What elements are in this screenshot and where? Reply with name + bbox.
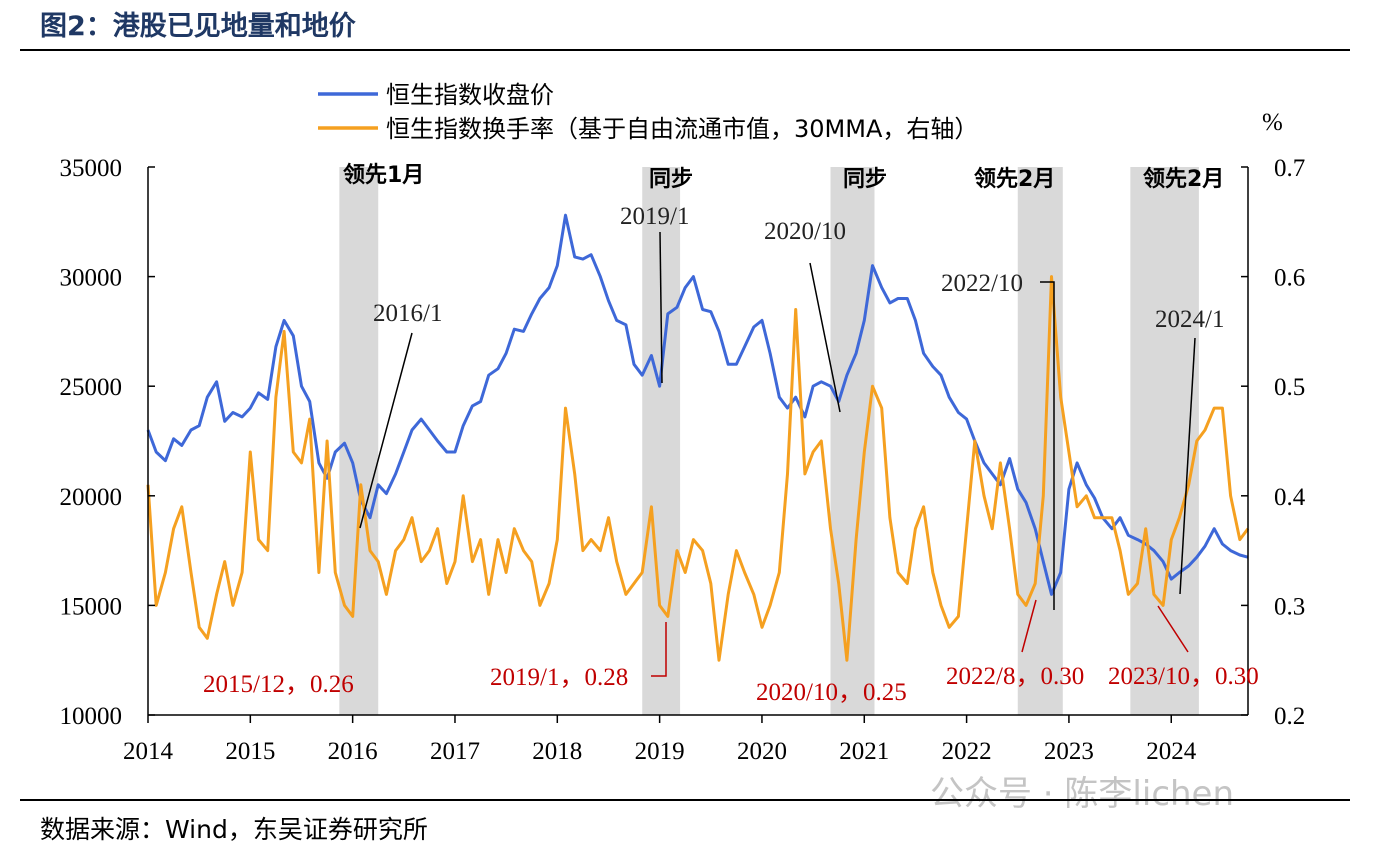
series-line-turnover (146, 275, 1250, 662)
top-rule (20, 49, 1350, 51)
left-tick-label: 25000 (60, 374, 123, 401)
bottom-rule (20, 799, 1350, 801)
shade-label-2: 同步 (649, 166, 693, 192)
x-tick-label: 2019 (635, 738, 685, 765)
x-tick-label: 2017 (430, 738, 480, 765)
annotation-2024-1: 2024/1 (1155, 306, 1224, 333)
legend: 恒生指数收盘价 恒生指数换手率（基于自由流通市值，30MMA，右轴） (318, 81, 978, 143)
annotation-2022-8-turnover: 2022/8，0.30 (946, 663, 1084, 690)
shaded-period-5 (1130, 167, 1199, 715)
index-annotations: 2016/1 2019/1 2020/10 2022/10 2024/1 (359, 203, 1224, 610)
leader-2016-1 (359, 332, 413, 529)
annotation-2016-1: 2016/1 (373, 300, 442, 327)
right-tick-label: 0.3 (1274, 593, 1305, 620)
shaded-period-2 (642, 167, 681, 715)
left-tick-label: 20000 (60, 484, 123, 511)
x-tick-label: 2020 (737, 738, 787, 765)
x-tick-label: 2022 (942, 738, 992, 765)
axes (147, 167, 1249, 716)
leader-2022-8-turnover (1021, 599, 1037, 653)
annotation-2020-10-turnover: 2020/10，0.25 (756, 679, 907, 706)
shade-label-1: 领先1月 (343, 162, 424, 188)
leader-2019-1-turnover (651, 622, 667, 677)
annotation-2023-10-turnover: 2023/10，0.30 (1108, 663, 1259, 690)
shade-label-3: 同步 (843, 166, 887, 192)
right-tick-label: 0.7 (1274, 155, 1305, 182)
series-line-hsi (146, 213, 1249, 596)
x-tick-label: 2024 (1146, 738, 1197, 765)
x-tick-label: 2015 (225, 738, 275, 765)
right-tick-label: 0.5 (1274, 374, 1305, 401)
series-lines (146, 213, 1250, 662)
leader-2023-10-turnover (1157, 605, 1189, 653)
annotation-2022-10: 2022/10 (941, 270, 1023, 297)
legend-label-turnover: 恒生指数换手率（基于自由流通市值，30MMA，右轴） (386, 115, 978, 143)
shaded-period-4 (1017, 167, 1063, 715)
figure-title: 图2：港股已见地量和地价 (40, 11, 356, 42)
watermark: 公众号 · 陈李lichen (930, 774, 1235, 814)
leader-2019-1 (659, 231, 663, 384)
left-tick-label: 10000 (60, 703, 123, 730)
x-tick-label: 2016 (328, 738, 378, 765)
annotation-2020-10: 2020/10 (764, 218, 846, 245)
x-tick-label: 2021 (839, 738, 889, 765)
turnover-annotations: 2015/12，0.26 2019/1，0.28 2020/10，0.25 20… (203, 599, 1259, 706)
right-axis-unit: % (1262, 109, 1283, 136)
tick-labels: 10000 15000 20000 25000 30000 35000 0.2 0.3 0.4 0… (60, 155, 1306, 765)
left-tick-label: 15000 (60, 593, 123, 620)
shaded-period-1 (339, 167, 379, 715)
x-tick-label: 2018 (532, 738, 582, 765)
right-tick-label: 0.2 (1274, 703, 1305, 730)
left-tick-label: 35000 (60, 155, 123, 182)
right-tick-label: 0.4 (1274, 484, 1306, 511)
shaded-periods (339, 167, 1199, 715)
shaded-period-3 (830, 167, 875, 715)
annotation-2015-12-turnover: 2015/12，0.26 (203, 671, 354, 698)
x-tick-label: 2023 (1044, 738, 1094, 765)
legend-label-hsi: 恒生指数收盘价 (386, 81, 554, 109)
source-note: 数据来源：Wind，东吴证券研究所 (40, 815, 428, 844)
shade-label-4: 领先2月 (974, 166, 1055, 192)
leader-2024-1 (1179, 337, 1196, 595)
annotation-2019-1: 2019/1 (620, 203, 689, 230)
shade-label-5: 领先2月 (1143, 166, 1224, 192)
left-tick-label: 30000 (60, 265, 123, 292)
x-tick-label: 2014 (123, 738, 174, 765)
right-tick-label: 0.6 (1274, 265, 1305, 292)
leader-2022-10 (1040, 281, 1055, 610)
annotation-2019-1-turnover: 2019/1，0.28 (490, 664, 628, 691)
leader-2020-10 (809, 262, 841, 413)
